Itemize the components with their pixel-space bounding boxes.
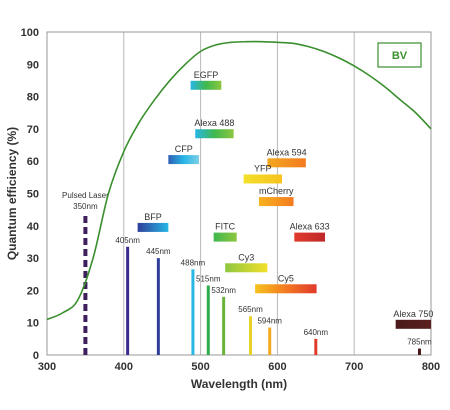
laser-label-4: 515nm bbox=[196, 275, 221, 284]
laser-label-9: 785nm bbox=[407, 338, 432, 347]
dye-bar-bfp bbox=[137, 222, 169, 232]
y-tick-70: 70 bbox=[27, 124, 39, 136]
dye-bar-alexa-488 bbox=[195, 129, 234, 139]
dye-bar-cy5 bbox=[255, 284, 317, 294]
dye-label-alexa-750: Alexa 750 bbox=[393, 309, 433, 319]
x-tick-labels: 300 400 500 600 700 800 bbox=[38, 361, 440, 373]
y-axis-label: Quantum efficiency (%) bbox=[5, 127, 19, 260]
x-tick-600: 600 bbox=[268, 361, 286, 373]
dye-bar-fitc bbox=[213, 232, 237, 242]
dye-label-cfp: CFP bbox=[175, 144, 193, 154]
laser-lines: Pulsed Laser 350nm 405nm 445nm 488nm 515nm 532… bbox=[62, 191, 432, 355]
dye-label-mcherry: mCherry bbox=[259, 186, 294, 196]
laser-label-6: 565nm bbox=[238, 305, 263, 314]
legend: BV bbox=[377, 42, 422, 68]
dye-bar-alexa-633 bbox=[294, 232, 326, 242]
dye-label-yfp: YFP bbox=[254, 163, 272, 173]
plot-border bbox=[46, 31, 432, 356]
y-tick-90: 90 bbox=[27, 59, 39, 71]
dye-label-alexa-488: Alexa 488 bbox=[194, 118, 234, 128]
dye-bar-cy3 bbox=[225, 263, 268, 273]
x-tick-300: 300 bbox=[38, 361, 56, 373]
dye-bar-mcherry bbox=[258, 197, 294, 207]
y-tick-20: 20 bbox=[27, 285, 39, 297]
dye-label-alexa-594: Alexa 594 bbox=[267, 147, 307, 157]
dye-bar-yfp bbox=[243, 174, 283, 184]
y-tick-labels: 0 10 20 30 40 50 60 70 80 90 100 bbox=[21, 27, 39, 362]
laser-label-7: 594nm bbox=[257, 317, 282, 326]
dye-bar-alexa-594 bbox=[267, 158, 306, 168]
y-tick-30: 30 bbox=[27, 253, 39, 265]
y-tick-60: 60 bbox=[27, 156, 39, 168]
dye-label-bfp: BFP bbox=[144, 212, 162, 222]
y-tick-0: 0 bbox=[33, 350, 39, 362]
x-axis-label: Wavelength (nm) bbox=[191, 377, 287, 391]
laser-label-3: 488nm bbox=[181, 258, 206, 267]
plot-frame bbox=[46, 31, 432, 356]
dye-label-cy3: Cy3 bbox=[238, 252, 254, 262]
laser-label-0: Pulsed Laser 350nm bbox=[62, 191, 109, 211]
curve-bv bbox=[46, 40, 432, 321]
y-tick-80: 80 bbox=[27, 92, 39, 104]
laser-label-5: 532nm bbox=[211, 286, 236, 295]
laser-label-1: 405nm bbox=[115, 236, 140, 245]
x-tick-400: 400 bbox=[115, 361, 133, 373]
y-tick-50: 50 bbox=[27, 189, 39, 201]
dye-label-cy5: Cy5 bbox=[278, 273, 294, 283]
x-tick-500: 500 bbox=[191, 361, 209, 373]
y-tick-40: 40 bbox=[27, 221, 39, 233]
x-tick-800: 800 bbox=[422, 361, 440, 373]
dye-bar-cfp bbox=[168, 155, 200, 165]
y-tick-100: 100 bbox=[21, 27, 39, 39]
dye-label-egfp: EGFP bbox=[194, 70, 219, 80]
legend-label-bv: BV bbox=[392, 50, 408, 62]
laser-label-8: 640nm bbox=[304, 328, 329, 337]
dye-bar-egfp bbox=[190, 80, 222, 90]
dye-bars: EGFP Alexa 488 CFP Alexa 594 YFP mCherry BFP FI… bbox=[137, 70, 433, 329]
dye-bar-alexa-750 bbox=[395, 319, 431, 329]
x-tick-700: 700 bbox=[345, 361, 363, 373]
dye-label-fitc: FITC bbox=[215, 222, 235, 232]
qe-curves bbox=[46, 40, 432, 321]
dye-label-alexa-633: Alexa 633 bbox=[290, 222, 330, 232]
y-tick-10: 10 bbox=[27, 318, 39, 330]
legend-box-bv bbox=[377, 42, 422, 68]
laser-label-2: 445nm bbox=[146, 247, 171, 256]
